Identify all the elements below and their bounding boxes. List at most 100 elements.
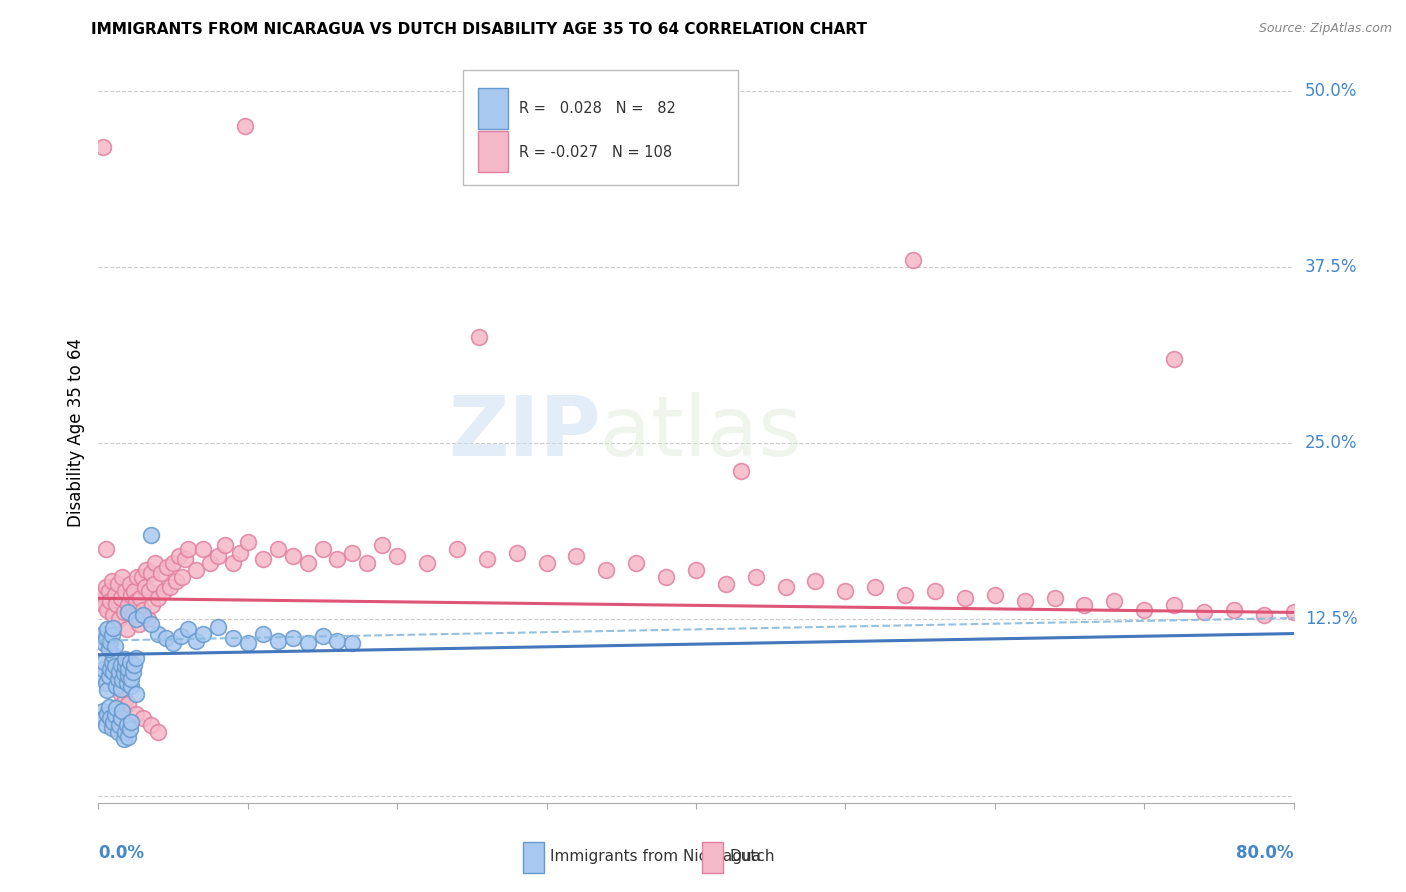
Point — [138, 584, 160, 599]
Point — [120, 589, 142, 603]
Point — [103, 673, 125, 687]
Point — [110, 591, 132, 606]
Point — [207, 619, 229, 633]
Point — [96, 602, 118, 616]
Point — [118, 655, 141, 669]
Point — [125, 650, 148, 665]
Point — [1014, 594, 1036, 608]
Point — [90, 594, 112, 608]
Point — [924, 584, 946, 599]
Point — [105, 597, 128, 611]
Point — [105, 679, 128, 693]
Y-axis label: Disability Age 35 to 64: Disability Age 35 to 64 — [66, 338, 84, 527]
Text: Source: ZipAtlas.com: Source: ZipAtlas.com — [1258, 22, 1392, 36]
Point — [97, 699, 120, 714]
Point — [775, 580, 797, 594]
Point — [297, 556, 319, 570]
Point — [97, 669, 120, 683]
Point — [565, 549, 588, 563]
Text: ZIP: ZIP — [449, 392, 600, 473]
Point — [655, 570, 678, 584]
Point — [96, 623, 118, 637]
Point — [110, 681, 132, 696]
Point — [148, 591, 170, 606]
Point — [953, 591, 976, 606]
Point — [103, 648, 125, 662]
Point — [94, 580, 117, 594]
Point — [127, 570, 149, 584]
Point — [104, 659, 127, 673]
Point — [105, 679, 128, 693]
Point — [1043, 591, 1066, 606]
Point — [595, 563, 617, 577]
Point — [107, 672, 129, 686]
Text: Immigrants from Nicaragua: Immigrants from Nicaragua — [550, 849, 761, 864]
Point — [172, 570, 194, 584]
Point — [131, 570, 153, 584]
Point — [118, 723, 141, 737]
Point — [96, 706, 118, 721]
Point — [107, 577, 129, 591]
Point — [267, 633, 290, 648]
Text: 37.5%: 37.5% — [1305, 258, 1357, 276]
Text: R =   0.028   N =   82: R = 0.028 N = 82 — [519, 101, 676, 116]
Point — [1253, 608, 1275, 623]
Point — [191, 626, 214, 640]
Point — [97, 584, 120, 599]
Point — [114, 584, 136, 599]
Point — [252, 551, 274, 566]
Point — [139, 528, 162, 542]
Point — [141, 599, 163, 613]
Point — [865, 580, 887, 594]
Point — [93, 636, 115, 650]
Point — [121, 608, 143, 623]
Point — [730, 464, 752, 478]
Point — [1192, 606, 1215, 620]
Point — [142, 577, 165, 591]
Point — [311, 541, 333, 556]
FancyBboxPatch shape — [463, 70, 738, 185]
Point — [1104, 594, 1126, 608]
Point — [150, 566, 173, 580]
Point — [112, 606, 135, 620]
Point — [745, 570, 768, 584]
Point — [111, 673, 134, 687]
Text: 50.0%: 50.0% — [1305, 82, 1357, 100]
Point — [536, 556, 558, 570]
Point — [132, 711, 155, 725]
Point — [91, 704, 114, 718]
Point — [124, 584, 146, 599]
Point — [1163, 351, 1185, 366]
Point — [117, 669, 139, 683]
Point — [416, 556, 439, 570]
Point — [148, 626, 170, 640]
Point — [1163, 599, 1185, 613]
Point — [222, 556, 245, 570]
Point — [222, 631, 245, 645]
Point — [97, 642, 120, 657]
Point — [111, 704, 134, 718]
Point — [120, 672, 142, 686]
Point — [125, 612, 148, 626]
Point — [468, 330, 491, 344]
Point — [112, 666, 135, 681]
Point — [103, 621, 125, 635]
Point — [93, 711, 115, 725]
Point — [117, 662, 139, 676]
Point — [506, 546, 529, 560]
Point — [114, 725, 136, 739]
FancyBboxPatch shape — [702, 842, 724, 873]
Point — [93, 655, 115, 669]
Point — [385, 549, 409, 563]
Text: 80.0%: 80.0% — [1236, 845, 1294, 863]
Point — [139, 566, 162, 580]
Point — [139, 718, 162, 732]
Point — [120, 715, 142, 730]
Point — [214, 538, 236, 552]
Point — [901, 252, 924, 267]
Point — [446, 541, 468, 556]
Point — [326, 633, 349, 648]
Point — [136, 612, 159, 626]
Point — [101, 655, 124, 669]
Point — [129, 591, 152, 606]
